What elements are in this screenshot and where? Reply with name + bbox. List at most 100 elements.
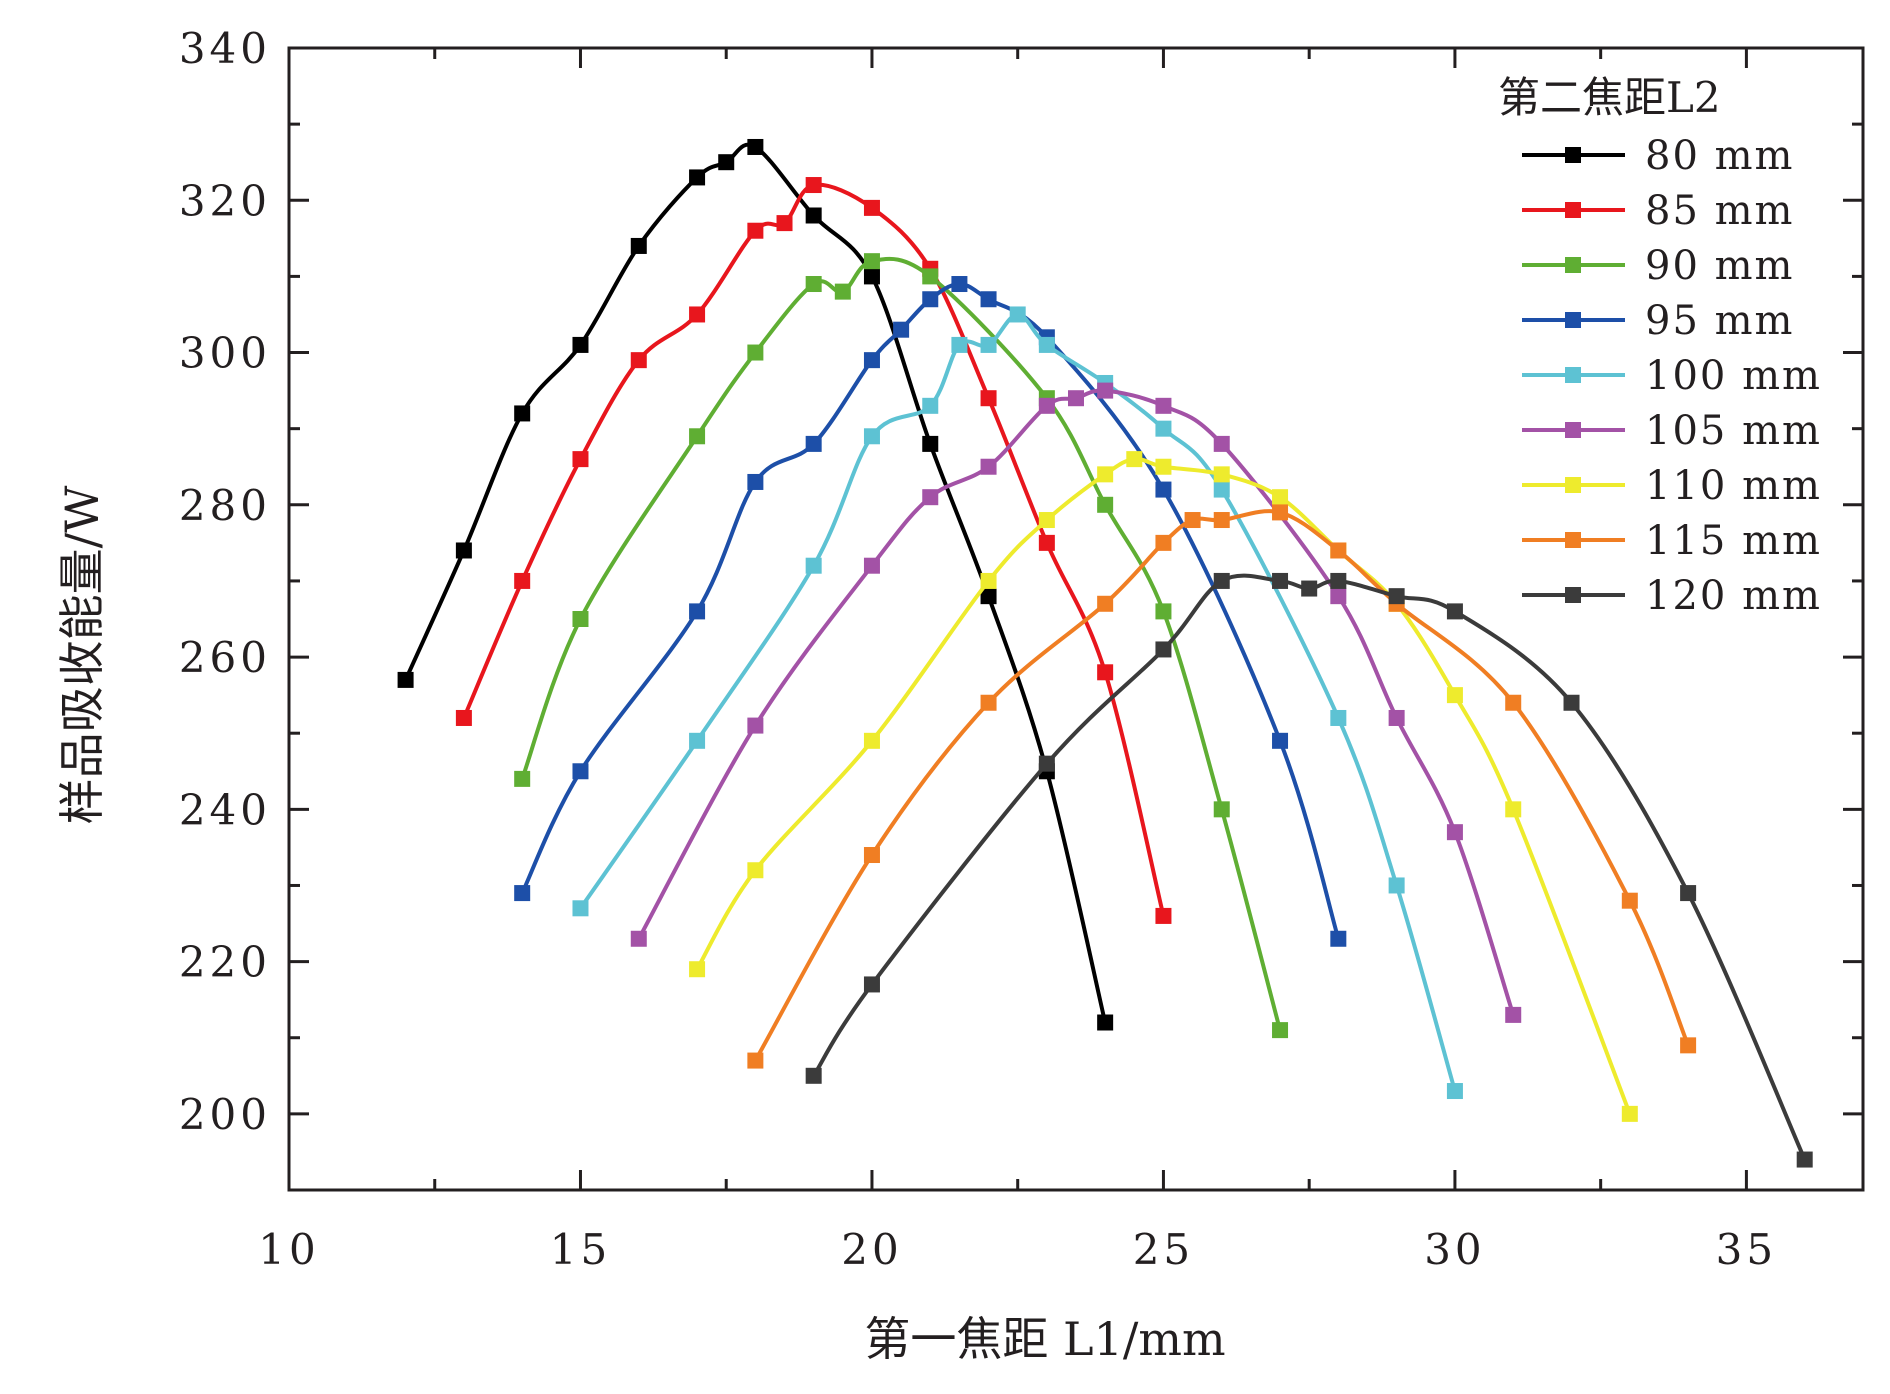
data-point <box>1388 709 1405 726</box>
data-point <box>951 276 968 293</box>
data-point <box>1272 504 1289 521</box>
data-point <box>572 900 589 917</box>
data-point <box>1155 907 1172 924</box>
series-105-mm <box>630 382 1522 1023</box>
series-line <box>520 282 1341 940</box>
data-point <box>689 603 706 620</box>
x-tick-label: 10 <box>258 1225 319 1274</box>
data-point <box>1097 496 1114 513</box>
data-point <box>1213 572 1230 589</box>
legend-entry: 85 mm <box>1522 188 1794 234</box>
data-point <box>1213 481 1230 498</box>
data-point <box>1097 382 1114 399</box>
data-point <box>1505 694 1522 711</box>
data-point <box>1330 572 1347 589</box>
legend-label: 95 mm <box>1645 298 1794 344</box>
legend-marker <box>1565 587 1581 603</box>
data-point <box>514 572 531 589</box>
series-120-mm <box>805 572 1813 1168</box>
data-point <box>805 276 822 293</box>
data-point <box>630 930 647 947</box>
legend-label: 80 mm <box>1645 133 1794 179</box>
data-point <box>747 717 764 734</box>
legend-marker <box>1565 367 1581 383</box>
data-point <box>397 671 414 688</box>
data-point <box>1184 512 1201 529</box>
x-tick-label: 25 <box>1133 1225 1194 1274</box>
data-point <box>630 352 647 369</box>
data-point <box>1621 1105 1638 1122</box>
data-point <box>863 199 880 216</box>
data-point <box>689 961 706 978</box>
data-point <box>805 177 822 194</box>
data-point <box>1213 512 1230 529</box>
data-point <box>951 336 968 353</box>
data-point <box>863 253 880 270</box>
data-point <box>1038 397 1055 414</box>
data-point <box>1272 1022 1289 1039</box>
legend-marker <box>1565 477 1581 493</box>
data-point <box>1388 877 1405 894</box>
series-line <box>403 142 1108 1023</box>
data-point <box>1038 534 1055 551</box>
data-point <box>893 321 910 338</box>
legend-label: 115 mm <box>1645 518 1822 564</box>
data-point <box>514 405 531 422</box>
legend-marker <box>1565 532 1581 548</box>
y-tick-label: 260 <box>179 633 271 682</box>
data-point <box>1446 603 1463 620</box>
data-point <box>980 458 997 475</box>
data-point <box>980 336 997 353</box>
data-point <box>863 352 880 369</box>
data-point <box>747 862 764 879</box>
data-point <box>689 428 706 445</box>
data-point <box>1505 801 1522 818</box>
data-point <box>1563 694 1580 711</box>
data-point <box>922 489 939 506</box>
legend-entry: 100 mm <box>1522 353 1820 399</box>
x-axis-title: 第一焦距 L1/mm <box>864 1312 1225 1366</box>
legend-marker <box>1565 147 1581 163</box>
legend-label: 105 mm <box>1645 408 1822 454</box>
data-point <box>1155 420 1172 437</box>
data-point <box>747 1052 764 1069</box>
data-point <box>1330 588 1347 605</box>
data-point <box>1038 512 1055 529</box>
data-point <box>1446 824 1463 841</box>
legend-marker <box>1565 312 1581 328</box>
data-point <box>1097 1014 1114 1031</box>
y-axis-title: 样品吸收能量/W <box>55 485 109 824</box>
data-point <box>1330 542 1347 559</box>
data-point <box>863 976 880 993</box>
data-point <box>922 268 939 285</box>
legend-label: 120 mm <box>1645 573 1822 619</box>
data-point <box>1621 892 1638 909</box>
data-point <box>1446 1083 1463 1100</box>
data-point <box>922 435 939 452</box>
series-110-mm <box>689 451 1638 1122</box>
data-point <box>980 572 997 589</box>
y-tick-label: 240 <box>179 785 271 834</box>
x-tick-label: 30 <box>1424 1225 1485 1274</box>
data-point <box>572 451 589 468</box>
x-tick-label: 15 <box>550 1225 611 1274</box>
data-point <box>630 237 647 254</box>
data-point <box>1272 489 1289 506</box>
data-point <box>980 390 997 407</box>
data-point <box>1155 603 1172 620</box>
legend: 第二焦距L2 80 mm 85 mm 90 mm 95 mm 100 mm 105 mm 1… <box>1498 73 1822 619</box>
data-point <box>1155 397 1172 414</box>
data-point <box>1272 572 1289 589</box>
data-point <box>776 215 793 232</box>
data-point <box>1301 580 1318 597</box>
data-point <box>689 306 706 323</box>
legend-label: 85 mm <box>1645 188 1794 234</box>
data-point <box>1097 664 1114 681</box>
series-layer <box>397 138 1813 1168</box>
data-point <box>689 732 706 749</box>
x-tick-label: 35 <box>1716 1225 1777 1274</box>
data-point <box>1388 588 1405 605</box>
data-point <box>1097 466 1114 483</box>
data-point <box>922 397 939 414</box>
